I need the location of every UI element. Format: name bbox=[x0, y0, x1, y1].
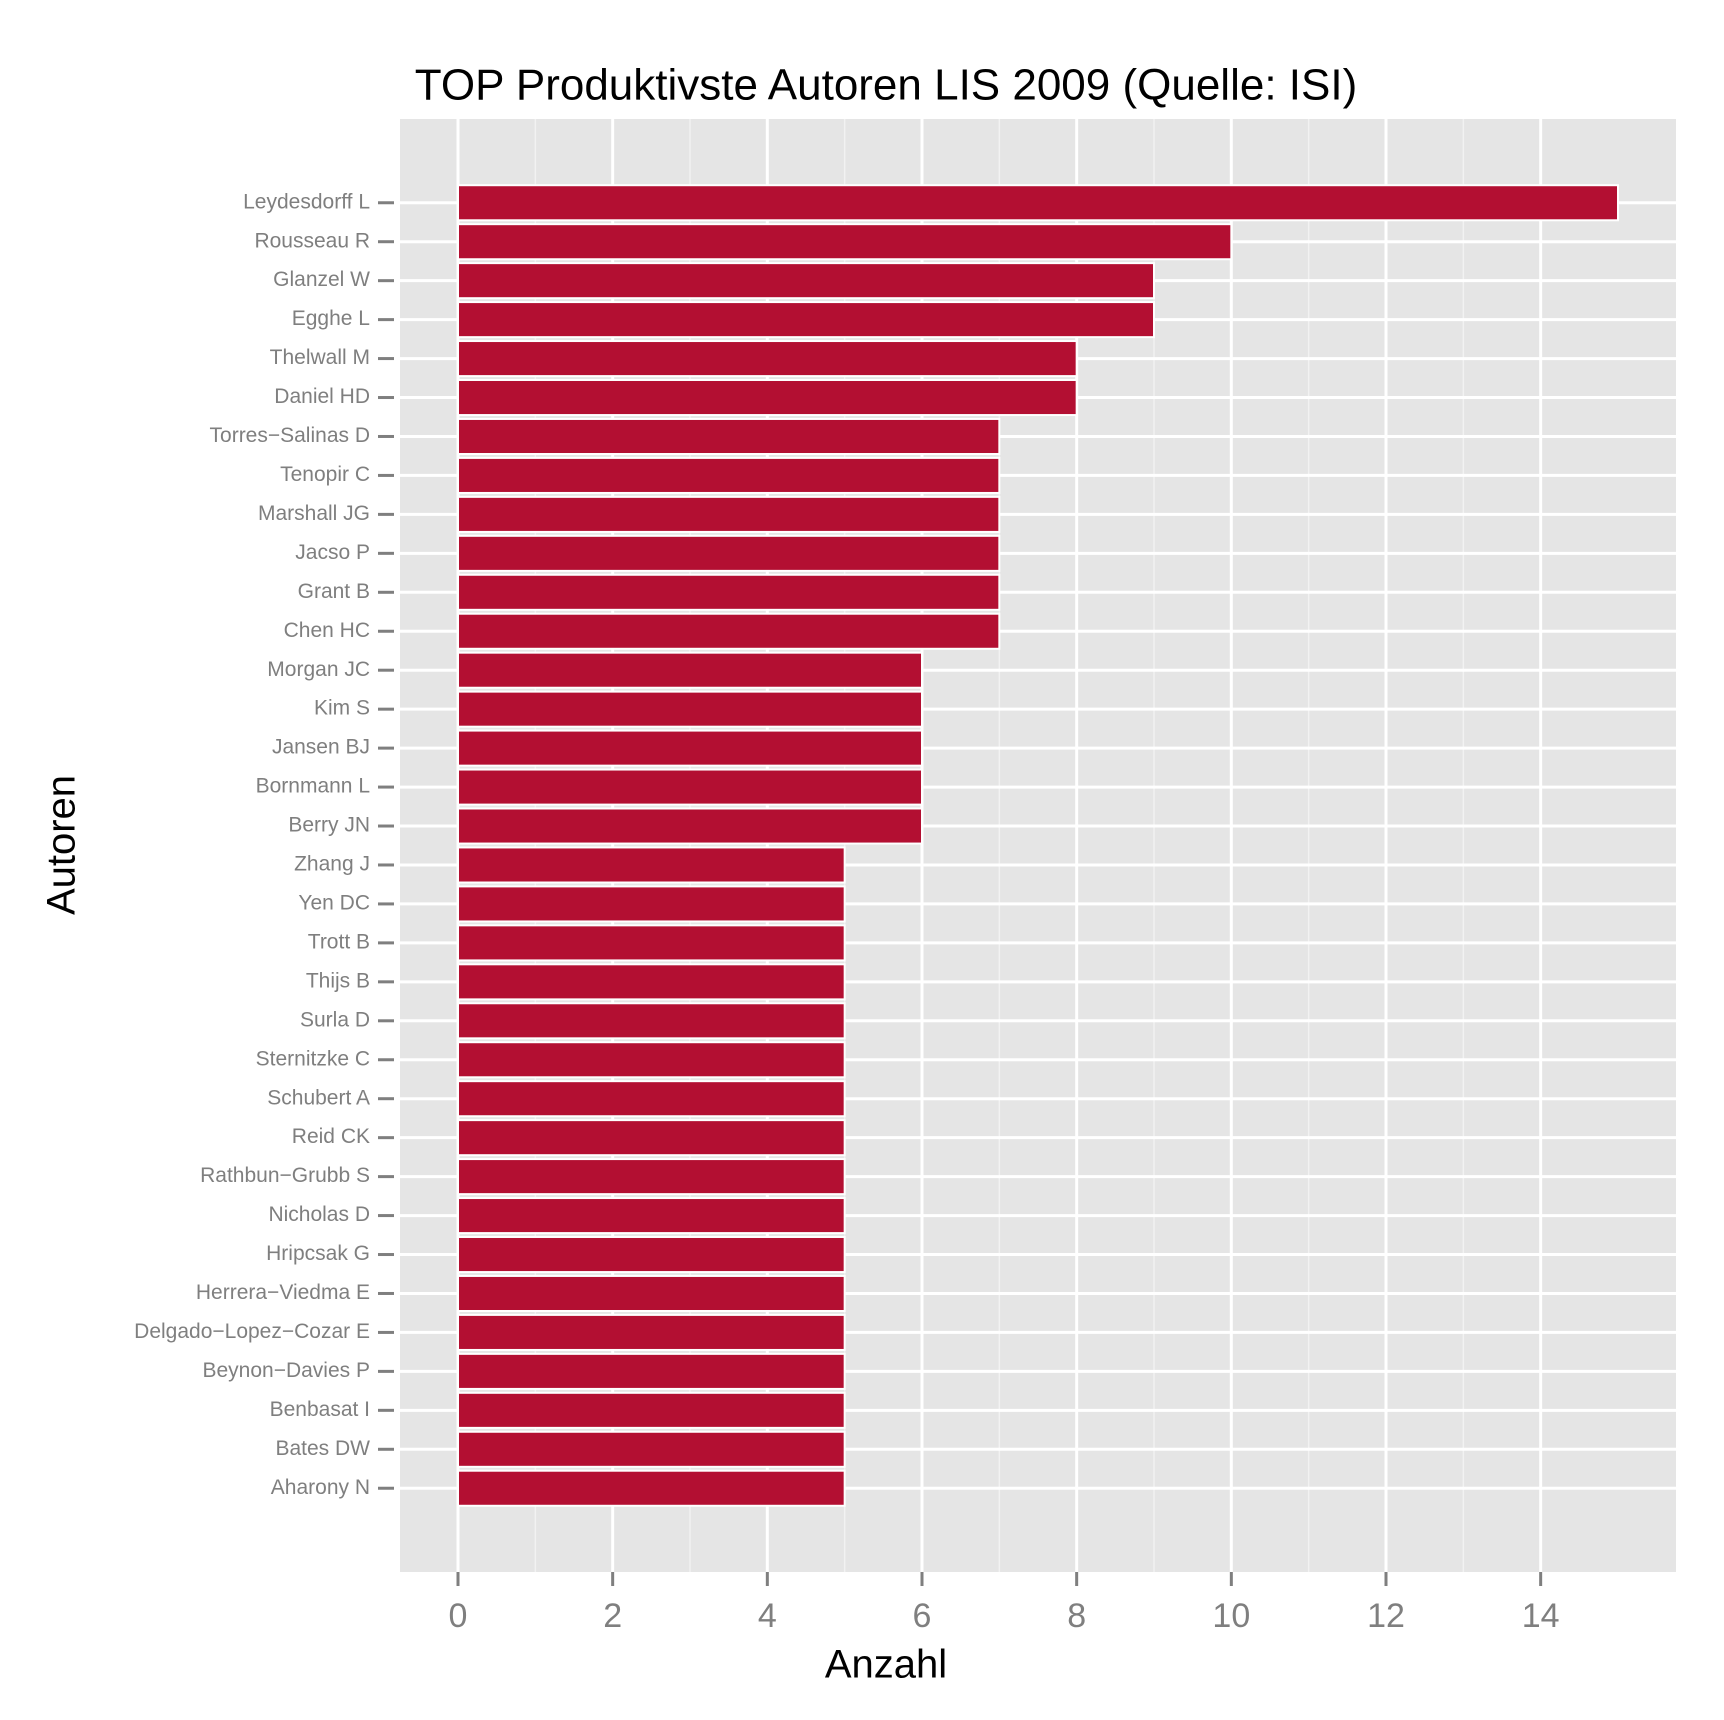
bar bbox=[457, 417, 1001, 456]
y-tick-label: Bornmann L bbox=[256, 775, 370, 798]
x-axis-title: Anzahl bbox=[825, 1643, 947, 1687]
bar bbox=[457, 729, 923, 767]
bar bbox=[457, 1158, 846, 1196]
x-tick-label: 6 bbox=[913, 1597, 932, 1635]
bar bbox=[457, 651, 923, 689]
bar bbox=[457, 262, 1155, 300]
bar bbox=[457, 378, 1078, 417]
bar bbox=[457, 846, 846, 884]
bar bbox=[457, 768, 923, 806]
bar bbox=[457, 1002, 846, 1040]
x-tick-label: 0 bbox=[449, 1597, 468, 1635]
bar bbox=[457, 184, 1619, 222]
y-tick-label: Glanzel W bbox=[273, 268, 370, 291]
bar bbox=[457, 807, 923, 845]
y-tick-label: Chen HC bbox=[284, 619, 370, 642]
bar bbox=[457, 1274, 846, 1313]
y-tick-label: Marshall JG bbox=[258, 502, 370, 525]
bar bbox=[457, 612, 1001, 650]
y-tick-label: Rathbun−Grubb S bbox=[200, 1164, 370, 1187]
y-tick-label: Daniel HD bbox=[274, 385, 370, 408]
y-tick-label: Tenopir C bbox=[280, 463, 370, 486]
bar bbox=[457, 963, 846, 1001]
chart-title: TOP Produktivste Autoren LIS 2009 (Quell… bbox=[415, 61, 1357, 110]
bar bbox=[457, 1197, 846, 1235]
y-tick-label: Beynon−Davies P bbox=[202, 1359, 370, 1382]
bar bbox=[457, 885, 846, 923]
bar bbox=[457, 690, 923, 728]
bar bbox=[457, 924, 846, 962]
bar bbox=[457, 223, 1233, 261]
bar bbox=[457, 1313, 846, 1351]
y-tick-label: Thelwall M bbox=[270, 346, 370, 369]
y-tick-label: Berry JN bbox=[288, 814, 370, 837]
bar bbox=[457, 1235, 846, 1274]
y-tick-label: Benbasat I bbox=[270, 1398, 370, 1421]
y-tick-label: Reid CK bbox=[292, 1125, 370, 1148]
bar bbox=[457, 456, 1001, 494]
y-tick-label: Nicholas D bbox=[268, 1203, 370, 1226]
y-tick-label: Jansen BJ bbox=[272, 736, 370, 759]
bar bbox=[457, 1430, 846, 1468]
y-tick-label: Trott B bbox=[308, 930, 370, 953]
x-tick-label: 12 bbox=[1367, 1597, 1405, 1635]
y-tick-label: Aharony N bbox=[271, 1476, 370, 1499]
y-tick-label: Surla D bbox=[300, 1008, 370, 1031]
y-tick-label: Delgado−Lopez−Cozar E bbox=[134, 1320, 370, 1343]
bar bbox=[457, 340, 1078, 378]
y-tick-label: Sternitzke C bbox=[256, 1047, 370, 1070]
y-tick-label: Egghe L bbox=[292, 307, 370, 330]
bar bbox=[457, 1119, 846, 1157]
bar bbox=[457, 495, 1001, 533]
y-tick-label: Rousseau R bbox=[254, 229, 370, 252]
bar bbox=[457, 1041, 846, 1079]
x-tick-label: 4 bbox=[758, 1597, 777, 1635]
y-tick-label: Zhang J bbox=[294, 853, 370, 876]
bar bbox=[457, 301, 1155, 339]
y-tick-label: Kim S bbox=[314, 697, 370, 720]
y-tick-label: Yen DC bbox=[298, 891, 370, 914]
bar bbox=[457, 573, 1001, 611]
y-tick-label: Bates DW bbox=[275, 1437, 370, 1460]
y-tick-label: Morgan JC bbox=[267, 658, 370, 681]
y-tick-label: Thijs B bbox=[306, 969, 370, 992]
y-tick-label: Jacso P bbox=[295, 541, 370, 564]
y-tick-label: Hripcsak G bbox=[266, 1242, 370, 1265]
y-axis-title: Autoren bbox=[40, 775, 84, 915]
bar bbox=[457, 1469, 846, 1507]
y-tick-label: Herrera−Viedma E bbox=[196, 1281, 370, 1304]
y-tick-label: Torres−Salinas D bbox=[210, 424, 370, 447]
x-tick-label: 10 bbox=[1212, 1597, 1250, 1635]
y-tick-label: Grant B bbox=[298, 580, 370, 603]
x-tick-label: 14 bbox=[1522, 1597, 1560, 1635]
bar bbox=[457, 534, 1001, 572]
bar bbox=[457, 1352, 846, 1390]
bar bbox=[457, 1080, 846, 1118]
x-tick-label: 8 bbox=[1067, 1597, 1086, 1635]
bar bbox=[457, 1391, 846, 1429]
x-tick-label: 2 bbox=[603, 1597, 622, 1635]
y-tick-label: Leydesdorff L bbox=[243, 190, 370, 213]
y-tick-label: Schubert A bbox=[267, 1086, 370, 1109]
